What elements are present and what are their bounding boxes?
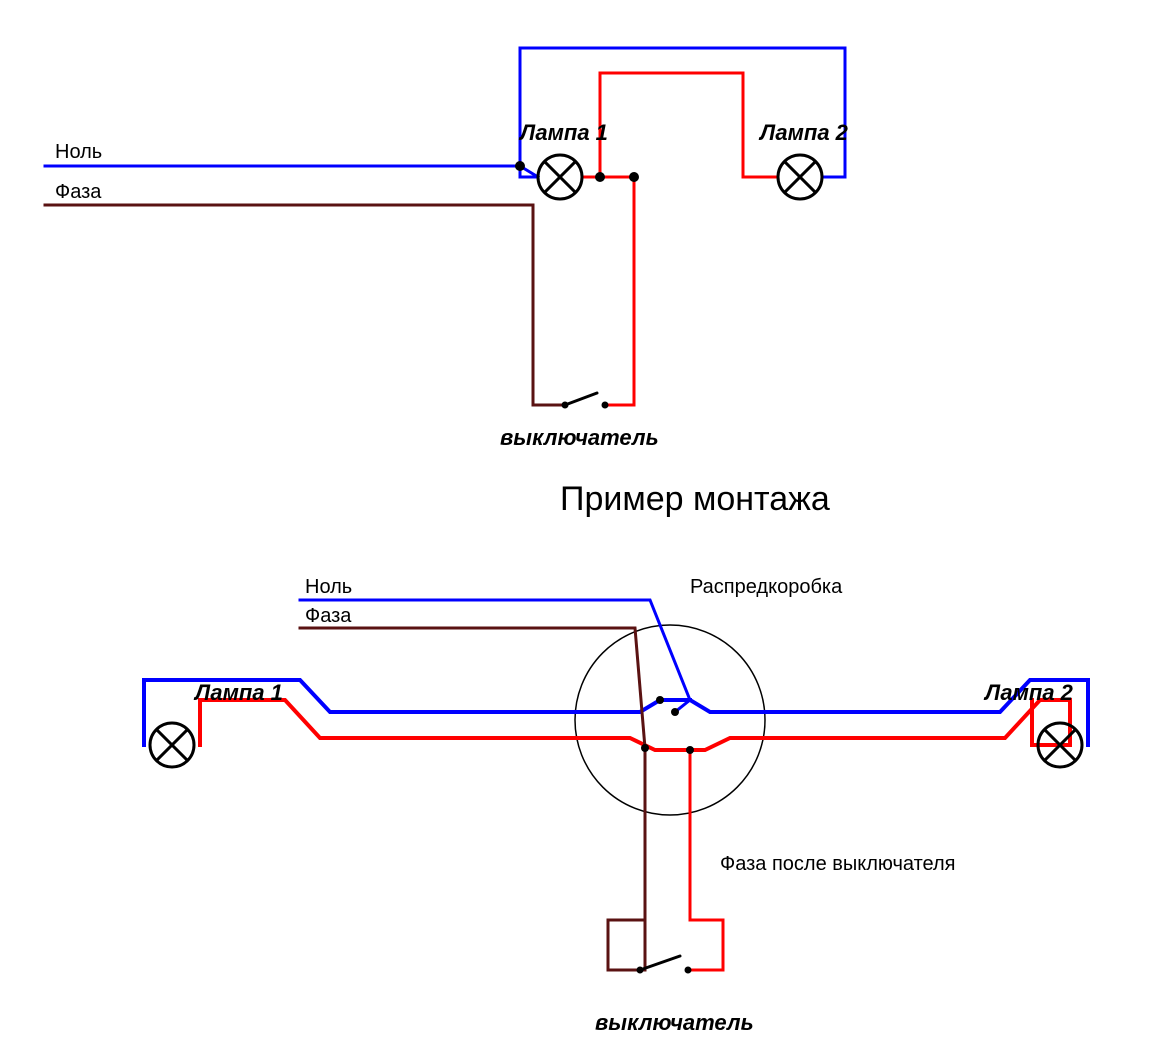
label-lamp1-bottom: Лампа 1 bbox=[193, 680, 283, 705]
label-switch-bottom: выключатель bbox=[595, 1010, 754, 1035]
label-phase-top: Фаза bbox=[55, 181, 102, 203]
node-dot bbox=[637, 967, 644, 974]
wire bbox=[688, 920, 723, 970]
label-neutral-bottom: Ноль bbox=[305, 576, 352, 598]
node-dot bbox=[641, 744, 649, 752]
label-neutral-top: Ноль bbox=[55, 141, 102, 163]
label-phase-after: Фаза после выключателя bbox=[720, 853, 955, 875]
node-dot bbox=[671, 708, 679, 716]
wire bbox=[605, 177, 634, 405]
wire bbox=[200, 700, 1070, 750]
wire bbox=[608, 920, 645, 970]
label-lamp2-bottom: Лампа 2 bbox=[983, 680, 1074, 705]
node-dot bbox=[656, 696, 664, 704]
label-switch-top: выключатель bbox=[500, 425, 659, 450]
wire bbox=[640, 920, 645, 970]
wire bbox=[565, 393, 597, 405]
wire bbox=[300, 600, 690, 700]
node-dot bbox=[602, 402, 609, 409]
wire bbox=[300, 628, 645, 748]
node-dot bbox=[562, 402, 569, 409]
label-lamp1-top: Лампа 1 bbox=[518, 120, 608, 145]
title: Пример монтажа bbox=[560, 480, 830, 518]
wire bbox=[690, 750, 723, 920]
wire bbox=[600, 73, 778, 177]
node-dot bbox=[685, 967, 692, 974]
label-junction: Распредкоробка bbox=[690, 576, 843, 598]
node-dot bbox=[595, 172, 605, 182]
wire bbox=[45, 205, 565, 405]
node-dot bbox=[629, 172, 639, 182]
node-dot bbox=[515, 161, 525, 171]
label-phase-bottom: Фаза bbox=[305, 605, 352, 627]
label-lamp2-top: Лампа 2 bbox=[758, 120, 849, 145]
node-dot bbox=[686, 746, 694, 754]
